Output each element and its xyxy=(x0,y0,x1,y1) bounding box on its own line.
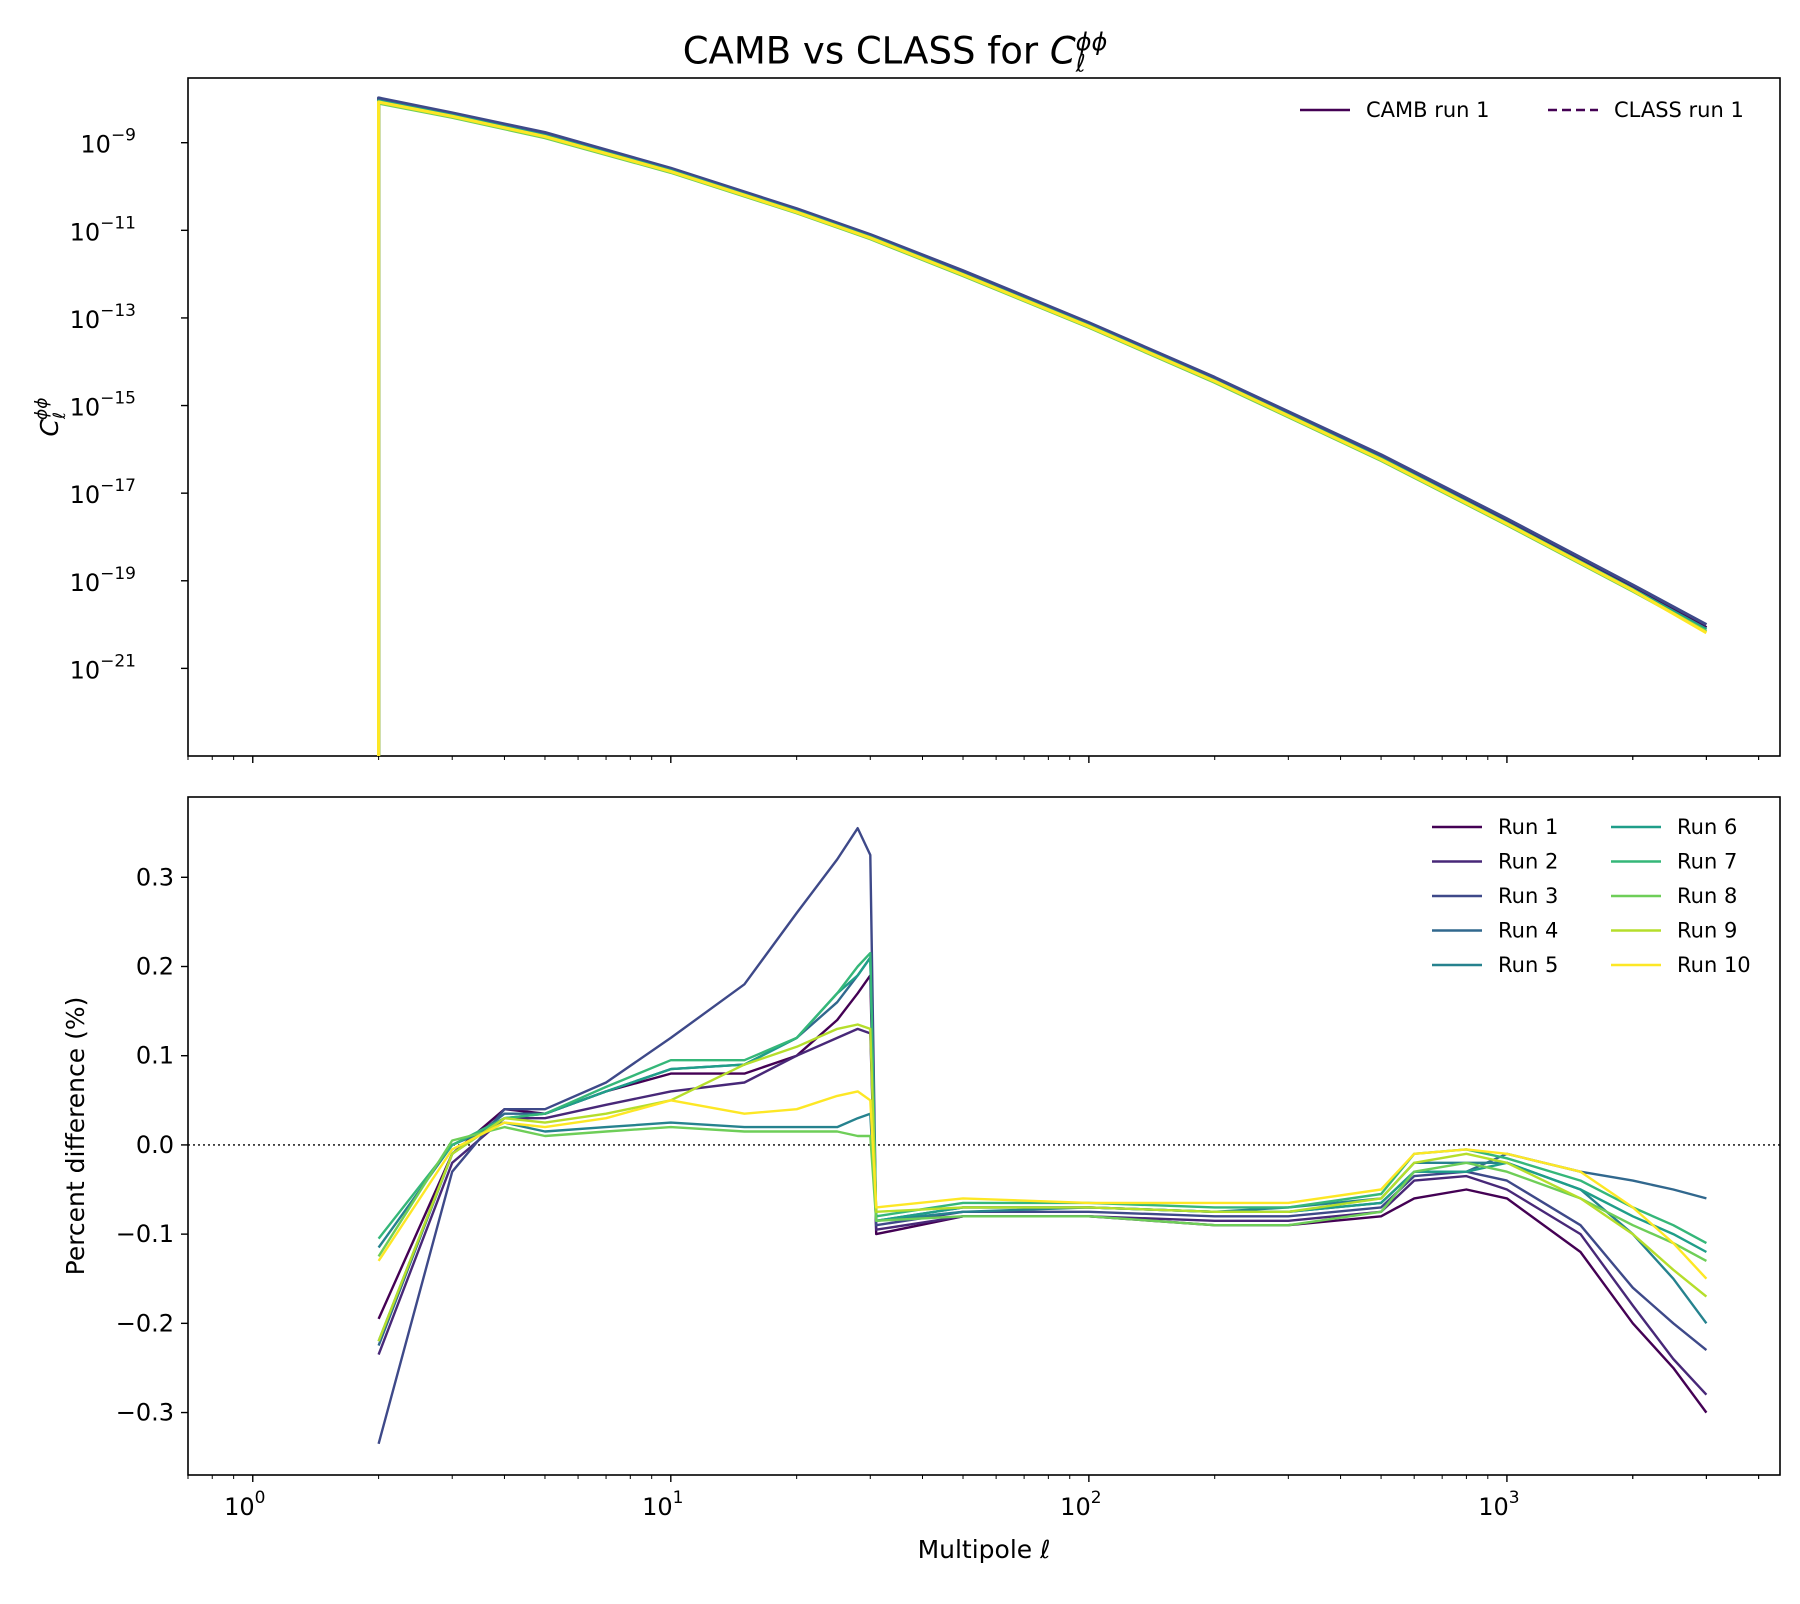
title-superscript: ϕϕ xyxy=(1075,28,1108,56)
bottom-y-tick-label: 0.2 xyxy=(136,953,174,981)
bottom-y-tick-label: −0.2 xyxy=(116,1309,174,1337)
bottom-y-tick-label: 0.0 xyxy=(136,1131,174,1159)
bottom-series-line-run-8 xyxy=(377,1125,1707,1262)
top-y-tick-label: 10−15 xyxy=(70,389,136,422)
bottom-series-line-run-2 xyxy=(377,1027,1708,1396)
bottom-legend-label: Run 1 xyxy=(1498,815,1558,839)
bottom-y-tick-label: 0.1 xyxy=(136,1042,174,1070)
bottom-legend-label: Run 10 xyxy=(1677,953,1751,977)
top-legend-label: CAMB run 1 xyxy=(1366,98,1490,122)
figure-title: CAMB vs CLASS for Cℓϕϕ xyxy=(0,28,1800,78)
x-tick-label: 102 xyxy=(1060,1488,1101,1521)
top-y-axis-label: Cℓϕϕ xyxy=(32,398,70,437)
bottom-series-line-run-5 xyxy=(377,1112,1708,1325)
top-legend: CAMB run 1 CLASS run 1 xyxy=(1300,98,1744,122)
bottom-legend: Run 1 Run 2 Run 3 Run 4 Run 5 Run 6 Run 7 Run 8… xyxy=(1432,815,1751,977)
top-series-line-run-10 xyxy=(377,100,1708,756)
top-y-tick-label: 10−21 xyxy=(70,651,136,684)
top-y-tick-label: 10−17 xyxy=(70,476,136,509)
top-series-line-run-6 xyxy=(377,99,1708,756)
x-tick-label: 100 xyxy=(224,1488,265,1521)
top-y-tick-label: 10−13 xyxy=(70,301,136,334)
top-plot-area xyxy=(377,96,1708,756)
bottom-series-line-run-9 xyxy=(377,1023,1708,1342)
bottom-legend-label: Run 6 xyxy=(1677,815,1737,839)
top-y-tick-label: 10−11 xyxy=(70,213,136,246)
bottom-series-line-run-1 xyxy=(377,974,1708,1414)
top-series-line-run-3 xyxy=(377,96,1708,756)
bottom-y-tick-label: 0.3 xyxy=(136,863,174,891)
top-axes-frame xyxy=(187,77,1781,757)
bottom-plot-area xyxy=(377,827,1708,1445)
figure-title-text: CAMB vs CLASS for xyxy=(682,29,1050,73)
top-y-tick-label: 10−9 xyxy=(80,126,136,159)
bottom-series-line-run-10 xyxy=(377,1090,1708,1280)
bottom-series-line-run-6 xyxy=(377,956,1707,1342)
x-tick-label: 103 xyxy=(1478,1488,1519,1521)
bottom-y-tick-label: −0.3 xyxy=(116,1399,174,1427)
top-series-line-run-1 xyxy=(377,97,1708,756)
x-tick-label: 101 xyxy=(642,1488,683,1521)
top-legend-label: CLASS run 1 xyxy=(1614,98,1744,122)
top-series-line-run-8 xyxy=(377,101,1708,756)
top-y-tick-label: 10−19 xyxy=(70,564,136,597)
title-symbol: C xyxy=(1049,29,1076,73)
bottom-legend-label: Run 5 xyxy=(1498,953,1558,977)
title-subscript: ℓ xyxy=(1075,49,1086,78)
bottom-legend-label: Run 9 xyxy=(1677,919,1737,943)
bottom-legend-label: Run 2 xyxy=(1498,850,1558,874)
bottom-y-axis-label: Percent difference (%) xyxy=(61,997,90,1276)
bottom-legend-label: Run 3 xyxy=(1498,884,1558,908)
bottom-y-tick-label: −0.1 xyxy=(116,1220,174,1248)
bottom-x-axis-label: Multipole ℓ xyxy=(918,1535,1051,1564)
bottom-legend-label: Run 7 xyxy=(1677,850,1737,874)
bottom-legend-label: Run 8 xyxy=(1677,884,1737,908)
bottom-legend-label: Run 4 xyxy=(1498,919,1558,943)
bottom-axes-frame xyxy=(187,796,1781,1476)
bottom-series-line-run-4 xyxy=(377,956,1707,1347)
